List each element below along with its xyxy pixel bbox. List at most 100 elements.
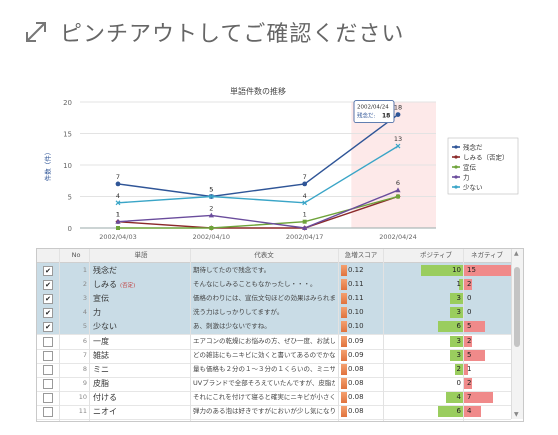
row-checkbox[interactable] — [43, 378, 53, 389]
row-word: 一度 — [93, 336, 109, 346]
negative-count: 15 — [467, 266, 476, 274]
row-checkbox[interactable]: ✔ — [43, 308, 53, 319]
table-row[interactable]: ✔ 3 宣伝 価格のわりには、宣伝文句ほどの効果はみられませ... 0.11 3 0 — [37, 291, 511, 308]
row-checkbox[interactable]: ✔ — [43, 280, 53, 291]
data-label: 13 — [394, 135, 402, 143]
col-word[interactable]: 単語 — [134, 251, 148, 259]
table-row[interactable]: 6 一度 エアコンの乾燥にお悩みの方、ぜひ一度、お試しあ... 0.09 3 2 — [37, 334, 511, 350]
row-representative-sentence: 価格のわりには、宣伝文句ほどの効果はみられませ... — [193, 294, 335, 303]
row-number: 4 — [82, 308, 87, 317]
row-number: 5 — [82, 322, 87, 331]
row-score: 0.12 — [348, 266, 364, 274]
col-representative[interactable]: 代表文 — [254, 251, 274, 259]
negative-count: 7 — [467, 392, 472, 401]
positive-bar — [450, 293, 463, 305]
scroll-thumb[interactable] — [514, 267, 520, 347]
score-bar — [341, 335, 347, 347]
data-label: 7 — [303, 173, 307, 181]
row-word: 少ない — [93, 322, 117, 332]
data-point — [302, 200, 308, 206]
negative-count: 2 — [467, 378, 472, 387]
vertical-scrollbar[interactable]: ▲ ▼ — [511, 249, 523, 419]
negative-bar — [464, 406, 481, 417]
row-representative-sentence: 期待してたので残念です。 — [193, 266, 271, 274]
row-checkbox[interactable] — [43, 407, 53, 417]
positive-bar — [458, 279, 463, 291]
negative-bar — [464, 391, 494, 403]
row-representative-sentence: あ、刺激は少ないですね。 — [193, 322, 271, 331]
data-label: 5 — [209, 186, 213, 194]
col-no[interactable]: No — [71, 251, 81, 259]
row-checkbox[interactable]: ✔ — [43, 322, 53, 333]
positive-count: 6 — [456, 322, 461, 331]
data-point — [302, 225, 308, 230]
table-row[interactable]: 8 ミニ 量も価格も２分の１～３分の１くらいの、ミニサイ... 0.08 2 1 — [37, 362, 511, 378]
negative-count: 2 — [467, 336, 472, 345]
row-word: 残念だ — [93, 266, 117, 275]
data-point — [395, 143, 401, 149]
data-label: 2 — [209, 204, 213, 212]
row-word: 雑誌 — [93, 350, 109, 360]
positive-count: 10 — [452, 266, 461, 274]
row-representative-sentence: 量も価格も２分の１～３分の１くらいの、ミニサイ... — [193, 364, 335, 373]
table-row[interactable]: 11 ニオイ 弾力のある泡は好きですがにおいが少し気になりま... 0.08 6 4 — [37, 404, 511, 420]
row-word: 皮脂 — [93, 378, 109, 388]
row-number: 7 — [82, 350, 87, 359]
scroll-down-icon[interactable]: ▼ — [514, 411, 519, 418]
row-checkbox[interactable] — [43, 364, 53, 375]
score-bar — [341, 349, 347, 361]
data-label: 1 — [116, 211, 120, 219]
negative-bar — [464, 363, 469, 375]
row-score: 0.09 — [348, 336, 364, 345]
row-number: 9 — [82, 378, 87, 387]
row-checkbox[interactable] — [43, 350, 53, 361]
data-label: 7 — [116, 173, 120, 181]
table-header: No 単語 代表文 急増スコア ポジティブ ネガティブ — [37, 249, 511, 263]
series-line — [117, 114, 399, 198]
scroll-up-icon[interactable]: ▲ — [514, 250, 519, 257]
expand-arrows-icon — [26, 22, 46, 42]
score-bar — [341, 279, 347, 291]
positive-count: 3 — [456, 294, 461, 303]
chart-title: 単語件数の推移 — [230, 86, 286, 96]
col-positive[interactable]: ポジティブ — [419, 251, 453, 259]
data-point — [396, 194, 400, 199]
tooltip-value: 18 — [382, 113, 390, 120]
data-point — [116, 226, 120, 230]
table-row[interactable]: 7 雑誌 どの雑誌にもニキビに効くと書いてあるのでかなり... 0.09 3 5 — [37, 348, 511, 364]
data-point — [209, 226, 214, 230]
row-checkbox[interactable] — [43, 336, 53, 347]
score-bar — [341, 321, 347, 333]
positive-count: 1 — [456, 280, 461, 289]
table-row[interactable]: 9 皮脂 UVブランドで全部そろえていたんですが、皮脂が... 0.08 0 2 — [37, 376, 511, 392]
row-word: ミニ — [93, 364, 109, 374]
data-point — [115, 200, 121, 206]
row-score: 0.08 — [348, 364, 364, 373]
row-word: 力 — [93, 308, 101, 318]
row-word: 宣伝 — [93, 294, 109, 304]
row-representative-sentence: UVブランドで全部そろえていたんですが、皮脂が... — [193, 378, 335, 387]
negative-count: 1 — [467, 364, 472, 373]
row-score: 0.10 — [348, 322, 364, 331]
col-negative[interactable]: ネガティブ — [470, 251, 504, 259]
legend-marker — [454, 165, 458, 169]
data-point — [115, 181, 121, 187]
table-row[interactable]: ✔ 5 少ない あ、刺激は少ないですね。 0.10 6 5 — [37, 319, 511, 336]
data-label: 1 — [303, 211, 307, 219]
y-tick-label: 20 — [63, 99, 72, 107]
row-checkbox[interactable]: ✔ — [43, 266, 53, 276]
row-checkbox[interactable] — [43, 392, 53, 403]
row-word: しみる (否定) — [93, 280, 136, 290]
positive-bar — [421, 265, 463, 276]
x-tick-label: 2002/04/03 — [99, 233, 136, 241]
x-tick-label: 2002/04/10 — [193, 233, 230, 241]
col-score[interactable]: 急増スコア — [344, 251, 378, 259]
table-row[interactable]: 10 付ける それにこれを付けて寝ると確実にニキビが小さくな... 0.08 4 7 — [37, 390, 511, 406]
negative-bar — [464, 377, 473, 389]
row-checkbox[interactable]: ✔ — [43, 294, 53, 305]
negative-count: 5 — [467, 322, 472, 331]
row-score: 0.08 — [348, 378, 364, 387]
data-label: 6 — [396, 179, 400, 187]
row-representative-sentence: エアコンの乾燥にお悩みの方、ぜひ一度、お試しあ... — [193, 336, 335, 345]
